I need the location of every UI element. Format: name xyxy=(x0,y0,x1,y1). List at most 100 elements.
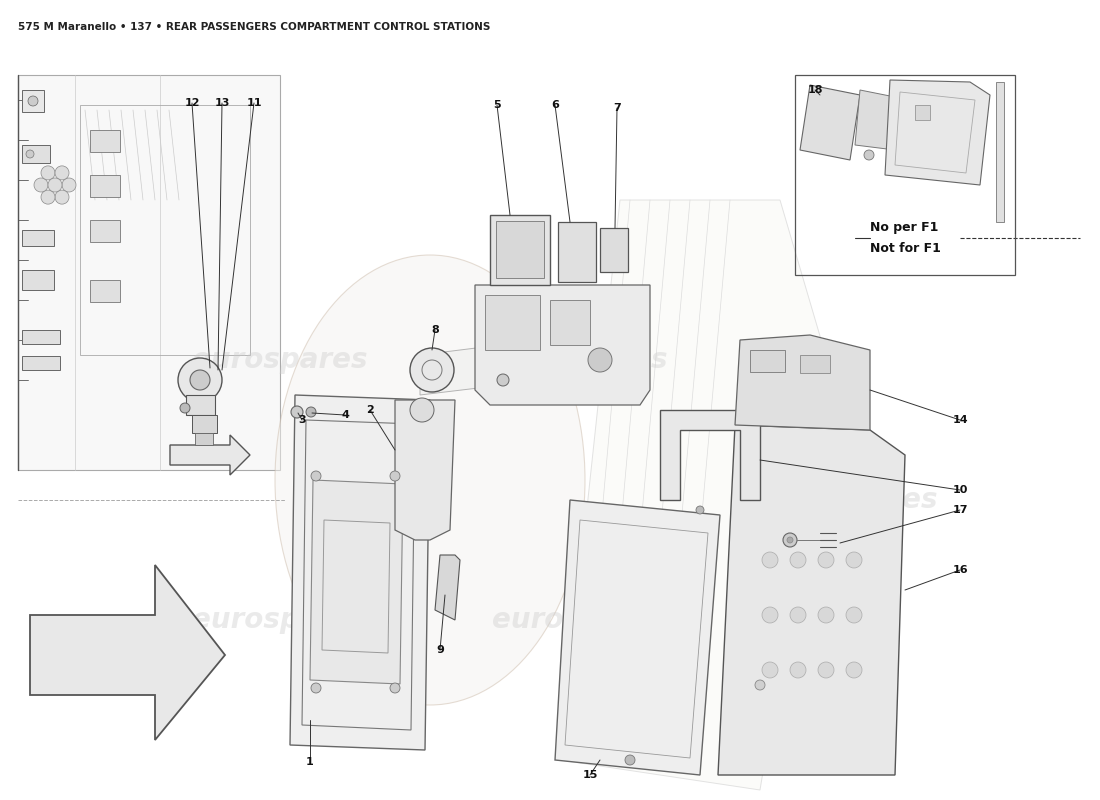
Text: 17: 17 xyxy=(953,505,968,515)
Circle shape xyxy=(180,403,190,413)
Circle shape xyxy=(55,190,69,204)
Text: 2: 2 xyxy=(366,405,374,415)
Bar xyxy=(90,280,120,302)
Text: 15: 15 xyxy=(582,770,597,780)
Polygon shape xyxy=(290,395,430,750)
Circle shape xyxy=(28,96,38,106)
Text: 5: 5 xyxy=(493,100,500,110)
Circle shape xyxy=(818,662,834,678)
Bar xyxy=(485,295,540,350)
Polygon shape xyxy=(395,400,455,540)
Bar xyxy=(22,356,61,370)
Polygon shape xyxy=(475,285,650,405)
Bar xyxy=(22,230,54,246)
Circle shape xyxy=(846,662,862,678)
Circle shape xyxy=(311,683,321,693)
Circle shape xyxy=(178,358,222,402)
Polygon shape xyxy=(556,500,720,775)
Polygon shape xyxy=(18,75,280,470)
Polygon shape xyxy=(420,340,544,395)
Text: 7: 7 xyxy=(613,103,620,113)
Polygon shape xyxy=(310,480,403,684)
Polygon shape xyxy=(660,410,760,500)
Circle shape xyxy=(696,506,704,514)
Circle shape xyxy=(762,607,778,623)
Text: 1: 1 xyxy=(306,757,313,767)
Bar xyxy=(195,433,213,445)
Bar xyxy=(915,105,930,120)
Circle shape xyxy=(190,370,210,390)
Bar xyxy=(750,350,785,372)
Circle shape xyxy=(292,406,302,418)
Polygon shape xyxy=(170,435,250,475)
Circle shape xyxy=(818,607,834,623)
Bar xyxy=(996,82,1004,222)
Circle shape xyxy=(306,407,316,417)
Polygon shape xyxy=(718,425,905,775)
Polygon shape xyxy=(30,565,225,740)
Text: 12: 12 xyxy=(185,98,200,108)
Circle shape xyxy=(755,680,764,690)
Polygon shape xyxy=(886,80,990,185)
Polygon shape xyxy=(800,85,860,160)
Text: 8: 8 xyxy=(431,325,439,335)
Text: 4: 4 xyxy=(341,410,349,420)
Circle shape xyxy=(786,537,793,543)
Circle shape xyxy=(390,471,400,481)
Text: Not for F1: Not for F1 xyxy=(870,242,940,254)
Text: eurospares: eurospares xyxy=(762,486,937,514)
Bar xyxy=(558,222,596,282)
Circle shape xyxy=(390,683,400,693)
Bar xyxy=(800,355,830,373)
Circle shape xyxy=(497,374,509,386)
Circle shape xyxy=(41,190,55,204)
Bar xyxy=(600,228,628,272)
Circle shape xyxy=(818,552,834,568)
Circle shape xyxy=(26,150,34,158)
Polygon shape xyxy=(855,90,900,150)
Polygon shape xyxy=(735,335,870,430)
Circle shape xyxy=(783,533,798,547)
Text: 13: 13 xyxy=(214,98,230,108)
Text: eurospares: eurospares xyxy=(493,606,668,634)
Text: 3: 3 xyxy=(298,415,306,425)
Text: 18: 18 xyxy=(807,85,823,95)
Bar xyxy=(192,415,217,433)
Bar xyxy=(90,130,120,152)
Bar xyxy=(490,215,550,285)
Bar xyxy=(496,221,544,278)
Text: 10: 10 xyxy=(953,485,968,495)
Circle shape xyxy=(790,662,806,678)
Ellipse shape xyxy=(275,255,585,705)
Text: eurospares: eurospares xyxy=(493,346,668,374)
Text: 11: 11 xyxy=(246,98,262,108)
Circle shape xyxy=(790,552,806,568)
Bar xyxy=(90,175,120,197)
Circle shape xyxy=(864,150,874,160)
Circle shape xyxy=(48,178,62,192)
Bar xyxy=(22,270,54,290)
Circle shape xyxy=(846,552,862,568)
Text: eurospares: eurospares xyxy=(192,606,367,634)
Circle shape xyxy=(790,607,806,623)
Bar xyxy=(22,330,61,344)
Text: No per F1: No per F1 xyxy=(870,222,938,234)
Polygon shape xyxy=(186,395,214,415)
Bar xyxy=(80,105,250,355)
Circle shape xyxy=(55,166,69,180)
Text: 14: 14 xyxy=(953,415,968,425)
Circle shape xyxy=(311,471,321,481)
Circle shape xyxy=(625,755,635,765)
Bar xyxy=(90,220,120,242)
Text: 6: 6 xyxy=(551,100,559,110)
Circle shape xyxy=(410,398,435,422)
Bar xyxy=(22,145,50,163)
Bar xyxy=(550,300,590,345)
Circle shape xyxy=(62,178,76,192)
Polygon shape xyxy=(560,200,830,790)
Circle shape xyxy=(410,348,454,392)
Circle shape xyxy=(41,166,55,180)
Circle shape xyxy=(762,662,778,678)
Text: 16: 16 xyxy=(953,565,968,575)
Bar xyxy=(22,90,44,112)
